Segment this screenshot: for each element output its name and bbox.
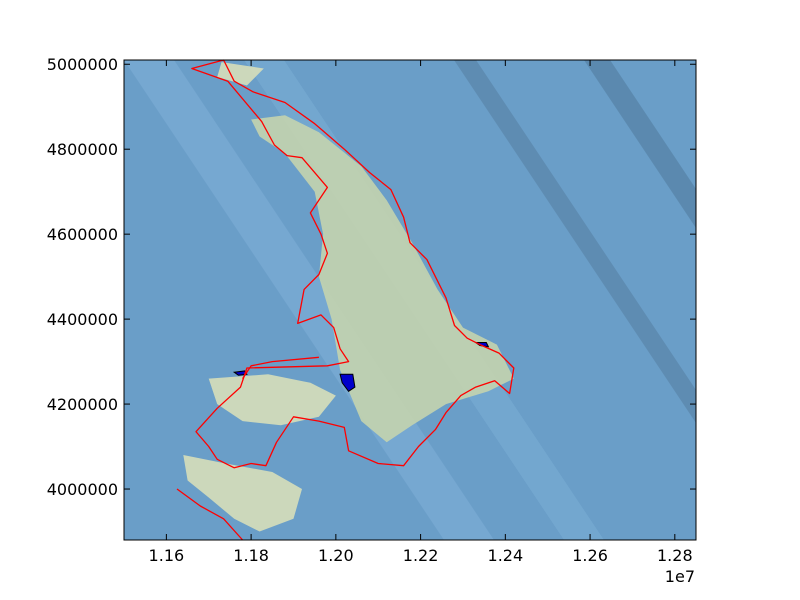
x-tick-label: 1.24 [488,546,524,565]
y-tick-label: 4400000 [47,310,118,329]
coastline [191,59,515,469]
x-axis-offset-label: 1e7 [665,567,695,586]
lake [339,373,356,392]
x-tick-label: 1.26 [572,546,608,565]
coastline [242,356,319,379]
x-tick-label: 1.28 [657,546,693,565]
axes-frame [123,59,697,541]
lake [232,370,248,376]
y-tick-label: 4200000 [47,395,118,414]
x-axis: 1.16 1.18 1.20 1.22 1.24 1.26 1.28 [149,60,693,565]
lake-layer [232,342,490,392]
x-tick-label: 1.16 [149,546,185,565]
y-tick-label: 5000000 [47,55,118,74]
land-region [251,115,514,443]
land-region [217,62,264,86]
x-tick-label: 1.20 [318,546,354,565]
y-tick-label: 4600000 [47,225,118,244]
plot-area [124,60,696,540]
y-axis: 4000000 4200000 4400000 4600000 4800000 50000… [47,55,696,499]
y-tick-label: 4000000 [47,480,118,499]
ocean-shade-band [454,60,696,423]
coastline [176,488,244,541]
y-tick-label: 4800000 [47,140,118,159]
land-region [183,455,302,532]
x-tick-label: 1.22 [403,546,439,565]
coastline-layer [176,59,515,541]
ocean-shade-band [584,60,696,228]
x-tick-label: 1.18 [233,546,269,565]
